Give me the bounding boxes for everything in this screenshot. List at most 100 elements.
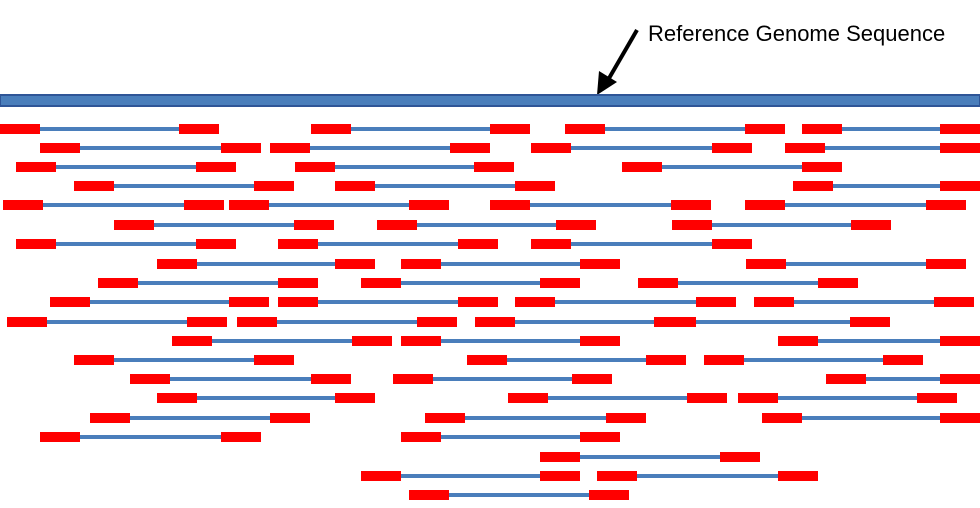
- read-pair: [74, 355, 294, 365]
- read-pair: [802, 124, 980, 134]
- read-pair: [597, 471, 818, 481]
- read-right: [221, 143, 261, 153]
- read-left: [237, 317, 277, 327]
- read-pair: [762, 413, 980, 423]
- reference-genome-label: Reference Genome Sequence: [648, 21, 945, 46]
- read-left: [393, 374, 433, 384]
- read-right: [580, 259, 620, 269]
- read-pair: [409, 490, 629, 500]
- read-left: [278, 239, 318, 249]
- read-pair: [531, 239, 752, 249]
- read-left: [40, 432, 80, 442]
- read-left: [745, 200, 785, 210]
- read-left: [361, 278, 401, 288]
- read-pair: [704, 355, 923, 365]
- read-pair: [114, 220, 334, 230]
- read-right: [540, 471, 580, 481]
- read-pair: [335, 181, 555, 191]
- read-right: [883, 355, 923, 365]
- read-right: [229, 297, 269, 307]
- read-left: [335, 181, 375, 191]
- read-pair: [311, 124, 530, 134]
- read-pairs-group: [0, 124, 980, 500]
- read-right: [926, 200, 966, 210]
- read-pair: [425, 413, 646, 423]
- read-pair: [672, 220, 891, 230]
- read-pair: [0, 124, 219, 134]
- read-pair: [401, 259, 620, 269]
- read-pair: [278, 239, 498, 249]
- read-left: [475, 317, 515, 327]
- read-pair: [826, 374, 980, 384]
- read-left: [157, 393, 197, 403]
- read-left: [50, 297, 90, 307]
- read-left: [401, 259, 441, 269]
- read-left: [490, 200, 530, 210]
- read-left: [361, 471, 401, 481]
- read-left: [40, 143, 80, 153]
- read-pair: [393, 374, 612, 384]
- read-left: [531, 143, 571, 153]
- read-right: [696, 297, 736, 307]
- read-right: [720, 452, 760, 462]
- read-right: [187, 317, 227, 327]
- read-left: [565, 124, 605, 134]
- read-left: [270, 143, 310, 153]
- read-pair: [638, 278, 858, 288]
- read-pair: [270, 143, 490, 153]
- read-pair: [361, 278, 580, 288]
- read-left: [16, 162, 56, 172]
- read-right: [409, 200, 449, 210]
- read-pair: [738, 393, 957, 403]
- read-pair: [565, 124, 785, 134]
- arrow-head: [597, 71, 617, 95]
- read-left: [508, 393, 548, 403]
- read-left: [157, 259, 197, 269]
- read-right: [335, 393, 375, 403]
- read-right: [474, 162, 514, 172]
- read-left: [746, 259, 786, 269]
- read-right: [580, 432, 620, 442]
- read-pair: [377, 220, 596, 230]
- read-pair: [16, 239, 236, 249]
- read-pair: [50, 297, 269, 307]
- read-right: [311, 374, 351, 384]
- read-right: [515, 181, 555, 191]
- read-right: [687, 393, 727, 403]
- read-pair: [40, 432, 261, 442]
- read-left: [515, 297, 555, 307]
- read-pair: [656, 317, 890, 327]
- read-right: [417, 317, 457, 327]
- read-right: [917, 393, 957, 403]
- read-right: [572, 374, 612, 384]
- read-left: [114, 220, 154, 230]
- read-left: [130, 374, 170, 384]
- read-right: [778, 471, 818, 481]
- read-pair: [3, 200, 224, 210]
- read-left: [802, 124, 842, 134]
- read-right: [294, 220, 334, 230]
- read-right: [352, 336, 392, 346]
- read-left: [738, 393, 778, 403]
- read-pair: [754, 297, 974, 307]
- read-pair: [745, 200, 966, 210]
- read-right: [712, 239, 752, 249]
- read-right: [196, 239, 236, 249]
- read-left: [754, 297, 794, 307]
- read-right: [802, 162, 842, 172]
- read-right: [335, 259, 375, 269]
- read-left: [311, 124, 351, 134]
- read-pair: [401, 432, 620, 442]
- read-left: [793, 181, 833, 191]
- read-pair: [90, 413, 310, 423]
- read-pair: [295, 162, 514, 172]
- read-pair: [401, 336, 620, 346]
- read-left: [229, 200, 269, 210]
- read-left: [409, 490, 449, 500]
- read-pair: [157, 259, 375, 269]
- read-right: [606, 413, 646, 423]
- read-pair: [793, 181, 980, 191]
- read-right: [184, 200, 224, 210]
